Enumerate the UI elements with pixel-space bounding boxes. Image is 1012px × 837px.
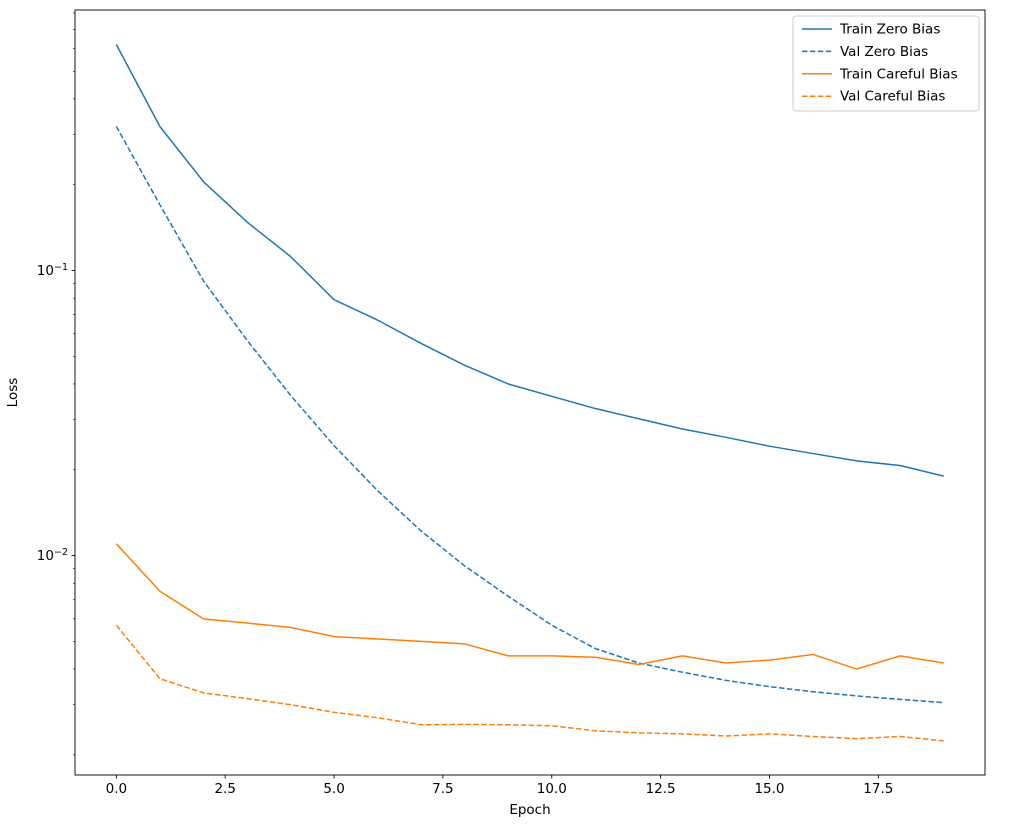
series-line-train-careful-bias <box>115 543 944 670</box>
x-tick-label: 17.5 <box>863 781 893 797</box>
series-line-train-zero-bias <box>115 44 944 477</box>
x-tick-label: 7.5 <box>432 781 453 797</box>
legend-label-val-careful-bias: Val Careful Bias <box>840 89 945 105</box>
x-tick-label: 10.0 <box>537 781 567 797</box>
x-tick-label: 0.0 <box>106 781 127 797</box>
y-tick-label: 10−1 <box>37 262 68 279</box>
series-line-val-zero-bias <box>115 126 944 704</box>
legend-box <box>792 15 980 112</box>
series-line-val-careful-bias <box>115 624 944 742</box>
y-axis-label: Loss <box>5 378 21 408</box>
x-tick-label: 15.0 <box>754 781 784 797</box>
legend-label-train-careful-bias: Train Careful Bias <box>839 66 958 82</box>
legend-label-train-zero-bias: Train Zero Bias <box>839 22 940 38</box>
x-tick-label: 2.5 <box>214 781 235 797</box>
x-tick-label: 5.0 <box>323 781 344 797</box>
x-tick-label: 12.5 <box>646 781 676 797</box>
legend-label-val-zero-bias: Val Zero Bias <box>840 44 928 60</box>
x-axis-label: Epoch <box>509 802 550 818</box>
axes-frame <box>74 9 986 776</box>
y-tick-label: 10−2 <box>37 547 68 564</box>
